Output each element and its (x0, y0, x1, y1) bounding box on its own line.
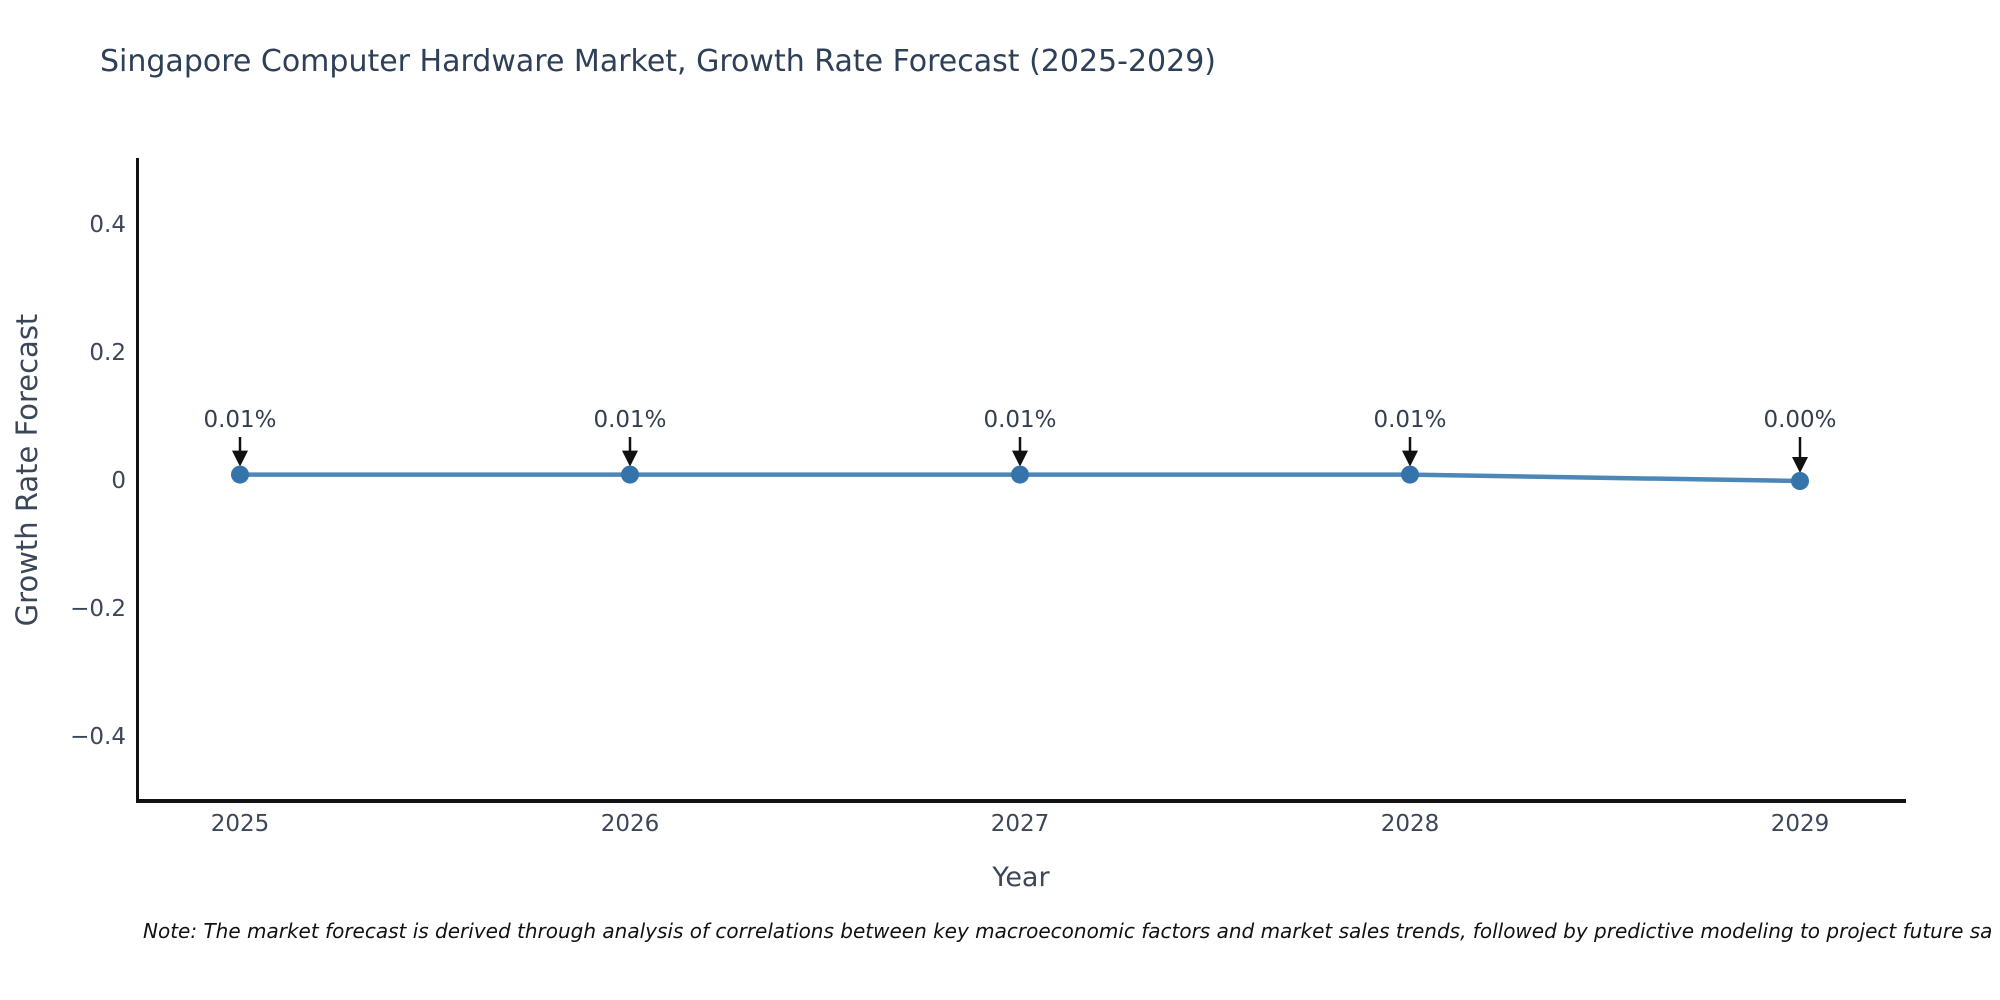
y-tick-label: 0 (111, 468, 126, 494)
data-point-marker (621, 465, 639, 484)
data-point-annotation: 0.01% (1373, 407, 1447, 433)
x-tick-label: 2026 (600, 811, 660, 837)
annotation-arrowhead (232, 450, 248, 467)
x-tick-label: 2025 (210, 811, 270, 837)
chart-title: Singapore Computer Hardware Market, Grow… (100, 44, 1216, 79)
x-axis-title: Year (992, 862, 1050, 893)
data-point-annotation: 0.00% (1763, 407, 1837, 433)
data-point-marker (231, 465, 249, 484)
x-tick-label: 2028 (1380, 811, 1440, 837)
data-point-annotation: 0.01% (983, 407, 1057, 433)
annotation-arrowhead (622, 450, 638, 467)
y-tick-label: −0.2 (70, 596, 126, 622)
annotation-arrowhead (1792, 457, 1808, 473)
annotation-arrowhead (1402, 450, 1418, 467)
data-point-annotation: 0.01% (203, 407, 277, 433)
data-point-annotation: 0.01% (593, 407, 667, 433)
y-tick-label: −0.4 (70, 724, 126, 750)
footnote: Note: The market forecast is derived thr… (143, 919, 1993, 943)
data-point-marker (1791, 472, 1809, 490)
x-tick-label: 2027 (990, 811, 1050, 837)
annotation-arrowhead (1012, 450, 1028, 467)
x-tick-label: 2029 (1770, 811, 1830, 837)
y-tick-label: 0.4 (89, 212, 126, 238)
data-point-marker (1401, 465, 1419, 484)
data-point-marker (1011, 465, 1029, 484)
y-tick-label: 0.2 (89, 340, 126, 366)
